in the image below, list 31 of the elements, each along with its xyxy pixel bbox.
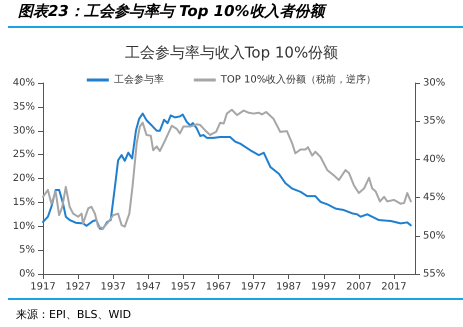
x-tick-label: 1957 — [170, 282, 196, 292]
y2-tick-label: 35% — [423, 116, 446, 127]
y-tick-label: 40% — [12, 78, 35, 88]
x-tick-label: 1967 — [206, 282, 232, 292]
chart-title: 图表23：工会参与率与 Top 10%收入者份额 — [18, 2, 325, 21]
y-tick-label: 15% — [12, 196, 35, 208]
y2-tick-label: 50% — [423, 230, 446, 242]
y-tick-label: 5% — [19, 244, 35, 256]
x-tick-label: 2007 — [346, 282, 372, 292]
x-tick-label: 1947 — [136, 282, 162, 292]
x-tick-label: 2017 — [381, 282, 407, 292]
y-tick-label: 10% — [12, 220, 35, 232]
y-tick-label: 0% — [19, 268, 35, 280]
x-tick-label: 1917 — [30, 282, 56, 292]
x-tick-label: 1997 — [311, 282, 336, 292]
y-tick-label: 25% — [12, 149, 35, 160]
x-tick-label: 1977 — [240, 282, 266, 292]
x-tick-label: 1937 — [100, 282, 126, 292]
x-tick-label: 1987 — [276, 282, 302, 292]
y2-tick-label: 45% — [423, 192, 446, 204]
chart-subtitle: 工会参与率与收入Top 10%份额 — [124, 44, 338, 62]
legend-label: TOP 10%收入份额（税前，逆序） — [220, 74, 376, 86]
y2-tick-label: 55% — [423, 268, 446, 280]
x-tick-label: 1927 — [65, 282, 91, 292]
y-tick-label: 35% — [12, 101, 35, 112]
y-tick-label: 20% — [12, 173, 35, 184]
legend-label: 工会参与率 — [114, 74, 164, 86]
source-note: 来源：EPI、BLS、WID — [16, 307, 132, 322]
y2-tick-label: 30% — [423, 78, 446, 88]
y-tick-label: 30% — [12, 125, 35, 136]
y2-tick-label: 40% — [423, 154, 446, 165]
